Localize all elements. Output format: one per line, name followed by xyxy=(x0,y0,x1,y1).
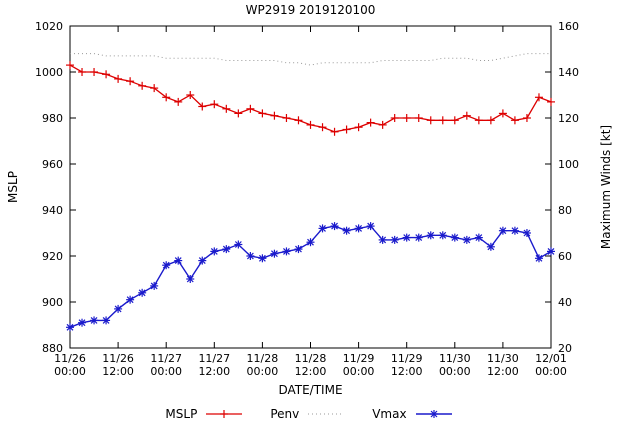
svg-text:11/28: 11/28 xyxy=(247,352,279,365)
svg-text:1000: 1000 xyxy=(35,66,63,79)
chart-title: WP2919 2019120100 xyxy=(245,3,376,17)
svg-text:00:00: 00:00 xyxy=(439,365,471,378)
legend-item-penv: Penv xyxy=(270,407,346,421)
svg-text:11/29: 11/29 xyxy=(391,352,423,365)
svg-text:11/28: 11/28 xyxy=(295,352,327,365)
x-axis-label: DATE/TIME xyxy=(278,383,343,397)
svg-text:12:00: 12:00 xyxy=(102,365,134,378)
svg-text:00:00: 00:00 xyxy=(150,365,182,378)
svg-text:160: 160 xyxy=(558,20,579,33)
svg-text:12/01: 12/01 xyxy=(535,352,567,365)
legend-sample-penv-line xyxy=(308,413,345,415)
svg-text:940: 940 xyxy=(42,204,63,217)
svg-text:12:00: 12:00 xyxy=(391,365,423,378)
svg-text:11/27: 11/27 xyxy=(150,352,182,365)
y-axis-label-left: MSLP xyxy=(6,171,20,203)
svg-text:00:00: 00:00 xyxy=(247,365,279,378)
svg-text:11/30: 11/30 xyxy=(439,352,471,365)
svg-text:12:00: 12:00 xyxy=(295,365,327,378)
svg-text:11/30: 11/30 xyxy=(487,352,519,365)
legend-label-penv: Penv xyxy=(270,407,300,421)
svg-text:920: 920 xyxy=(42,250,63,263)
svg-text:120: 120 xyxy=(558,112,579,125)
svg-text:100: 100 xyxy=(558,158,579,171)
svg-text:900: 900 xyxy=(42,296,63,309)
svg-text:60: 60 xyxy=(558,250,572,263)
svg-text:11/26: 11/26 xyxy=(102,352,134,365)
svg-text:11/26: 11/26 xyxy=(54,352,86,365)
svg-text:40: 40 xyxy=(558,296,572,309)
svg-text:12:00: 12:00 xyxy=(487,365,519,378)
legend-item-vmax: Vmax xyxy=(372,407,453,421)
svg-text:80: 80 xyxy=(558,204,572,217)
svg-text:980: 980 xyxy=(42,112,63,125)
chart-legend: MSLP Penv Vmax xyxy=(0,407,619,421)
svg-text:11/29: 11/29 xyxy=(343,352,375,365)
svg-text:00:00: 00:00 xyxy=(343,365,375,378)
legend-label-vmax: Vmax xyxy=(372,407,407,421)
legend-sample-vmax-line xyxy=(415,410,452,418)
svg-text:12:00: 12:00 xyxy=(198,365,230,378)
svg-text:00:00: 00:00 xyxy=(535,365,567,378)
svg-text:20: 20 xyxy=(558,342,572,355)
svg-text:00:00: 00:00 xyxy=(54,365,86,378)
y-axis-label-right: Maximum Winds [kt] xyxy=(599,124,613,250)
svg-text:960: 960 xyxy=(42,158,63,171)
legend-item-mslp: MSLP xyxy=(165,407,244,421)
svg-text:11/27: 11/27 xyxy=(198,352,230,365)
svg-text:1020: 1020 xyxy=(35,20,63,33)
legend-sample-mslp-line xyxy=(206,410,243,418)
svg-text:880: 880 xyxy=(42,342,63,355)
svg-text:140: 140 xyxy=(558,66,579,79)
legend-label-mslp: MSLP xyxy=(165,407,198,421)
